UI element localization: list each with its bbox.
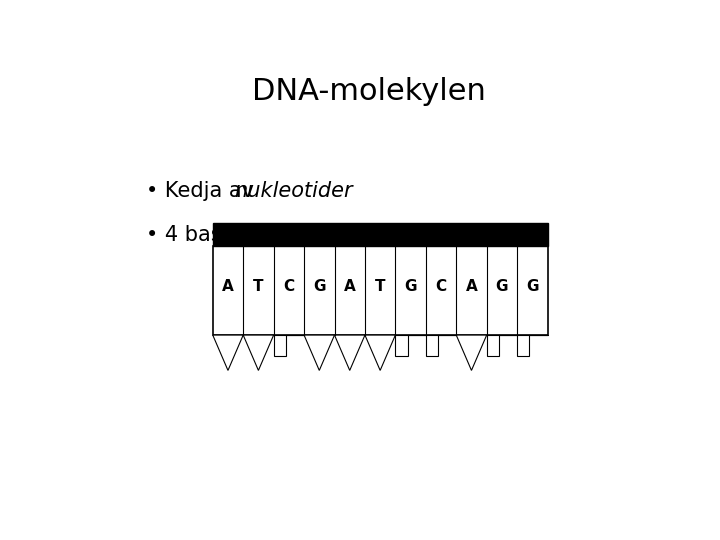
Text: • 4 baser – A, T, C och G: • 4 baser – A, T, C och G (145, 225, 402, 245)
Text: G: G (495, 279, 508, 294)
Polygon shape (213, 335, 243, 370)
Text: • Kedja av: • Kedja av (145, 181, 261, 201)
Polygon shape (365, 335, 395, 370)
Polygon shape (456, 335, 487, 370)
Text: G: G (313, 279, 325, 294)
Text: G: G (405, 279, 417, 294)
Bar (213, 223, 547, 246)
Polygon shape (304, 335, 335, 370)
Text: A: A (344, 279, 356, 294)
Text: C: C (283, 279, 294, 294)
Polygon shape (487, 335, 517, 356)
Text: G: G (526, 279, 539, 294)
Bar (213, 246, 547, 335)
Text: A: A (466, 279, 477, 294)
Text: C: C (436, 279, 446, 294)
Polygon shape (335, 335, 365, 370)
Text: A: A (222, 279, 234, 294)
Polygon shape (517, 335, 547, 356)
Text: T: T (253, 279, 264, 294)
Polygon shape (274, 335, 304, 356)
Text: T: T (375, 279, 385, 294)
Polygon shape (395, 335, 426, 356)
Text: nukleotider: nukleotider (235, 181, 354, 201)
Polygon shape (243, 335, 274, 370)
Polygon shape (426, 335, 456, 356)
Text: DNA-molekylen: DNA-molekylen (252, 77, 486, 106)
